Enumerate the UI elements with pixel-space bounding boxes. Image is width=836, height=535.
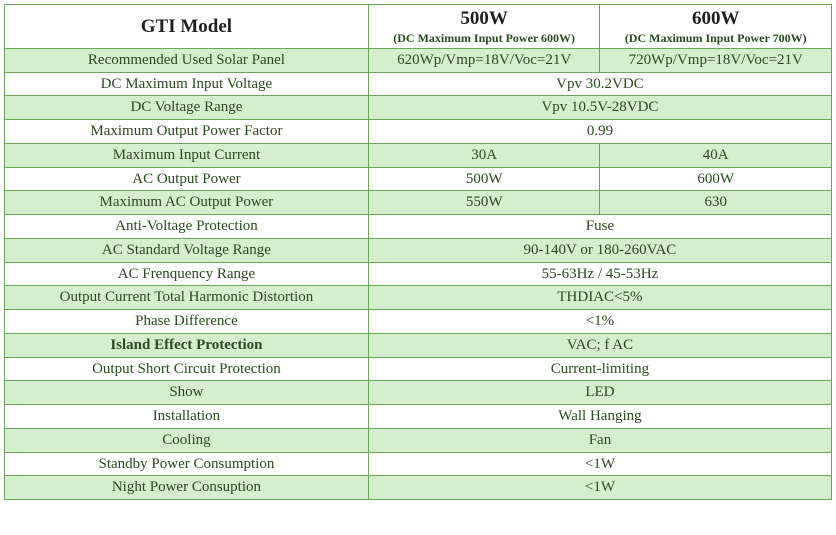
spec-table: GTI Model 500W (DC Maximum Input Power 6… [4, 4, 832, 500]
row-value-col2: 600W [600, 167, 832, 191]
header-row: GTI Model 500W (DC Maximum Input Power 6… [5, 5, 832, 49]
table-row: AC Frenquency Range55-63Hz / 45-53Hz [5, 262, 832, 286]
row-label: Show [5, 381, 369, 405]
table-row: Island Effect ProtectionVAC; f AC [5, 333, 832, 357]
table-row: Maximum AC Output Power550W630 [5, 191, 832, 215]
row-label: Island Effect Protection [5, 333, 369, 357]
table-row: AC Standard Voltage Range90-140V or 180-… [5, 238, 832, 262]
table-row: CoolingFan [5, 428, 832, 452]
table-row: Output Short Circuit ProtectionCurrent-l… [5, 357, 832, 381]
row-label: Phase Difference [5, 310, 369, 334]
table-row: DC Voltage RangeVpv 10.5V-28VDC [5, 96, 832, 120]
row-label: Installation [5, 405, 369, 429]
header-title: GTI Model [5, 5, 369, 49]
row-label: Cooling [5, 428, 369, 452]
row-value-merged: Wall Hanging [368, 405, 831, 429]
header-col-500w: 500W (DC Maximum Input Power 600W) [368, 5, 600, 49]
table-row: Maximum Output Power Factor0.99 [5, 120, 832, 144]
table-row: Night Power Consuption<1W [5, 476, 832, 500]
row-value-col1: 30A [368, 143, 600, 167]
row-label: Standby Power Consumption [5, 452, 369, 476]
table-row: InstallationWall Hanging [5, 405, 832, 429]
row-value-col1: 550W [368, 191, 600, 215]
table-row: AC Output Power500W600W [5, 167, 832, 191]
table-row: Maximum Input Current30A40A [5, 143, 832, 167]
row-value-merged: LED [368, 381, 831, 405]
row-value-col1: 620Wp/Vmp=18V/Voc=21V [368, 48, 600, 72]
header-power-0: 500W [375, 7, 594, 31]
table-row: Output Current Total Harmonic Distortion… [5, 286, 832, 310]
header-sub-1: (DC Maximum Input Power 700W) [606, 31, 825, 46]
row-value-merged: Vpv 30.2VDC [368, 72, 831, 96]
row-value-col2: 40A [600, 143, 832, 167]
table-row: Recommended Used Solar Panel620Wp/Vmp=18… [5, 48, 832, 72]
row-label: Recommended Used Solar Panel [5, 48, 369, 72]
row-value-col1: 500W [368, 167, 600, 191]
row-value-merged: <1% [368, 310, 831, 334]
row-value-merged: THDIAC<5% [368, 286, 831, 310]
row-label: Night Power Consuption [5, 476, 369, 500]
row-value-merged: 90-140V or 180-260VAC [368, 238, 831, 262]
spec-table-body: Recommended Used Solar Panel620Wp/Vmp=18… [5, 48, 832, 499]
header-col-600w: 600W (DC Maximum Input Power 700W) [600, 5, 832, 49]
table-row: Anti-Voltage ProtectionFuse [5, 215, 832, 239]
row-value-merged: Fan [368, 428, 831, 452]
row-value-merged: <1W [368, 452, 831, 476]
row-value-merged: 0.99 [368, 120, 831, 144]
row-label: Output Short Circuit Protection [5, 357, 369, 381]
row-label: AC Standard Voltage Range [5, 238, 369, 262]
row-label: DC Voltage Range [5, 96, 369, 120]
row-label: AC Frenquency Range [5, 262, 369, 286]
header-power-1: 600W [606, 7, 825, 31]
row-label: AC Output Power [5, 167, 369, 191]
row-value-col2: 720Wp/Vmp=18V/Voc=21V [600, 48, 832, 72]
table-row: ShowLED [5, 381, 832, 405]
row-value-merged: VAC; f AC [368, 333, 831, 357]
header-sub-0: (DC Maximum Input Power 600W) [375, 31, 594, 46]
table-row: Phase Difference<1% [5, 310, 832, 334]
row-label: Output Current Total Harmonic Distortion [5, 286, 369, 310]
row-label: Maximum AC Output Power [5, 191, 369, 215]
row-label: Maximum Output Power Factor [5, 120, 369, 144]
row-value-merged: Fuse [368, 215, 831, 239]
row-value-col2: 630 [600, 191, 832, 215]
table-row: Standby Power Consumption<1W [5, 452, 832, 476]
row-value-merged: Current-limiting [368, 357, 831, 381]
row-label: Anti-Voltage Protection [5, 215, 369, 239]
table-row: DC Maximum Input VoltageVpv 30.2VDC [5, 72, 832, 96]
row-value-merged: Vpv 10.5V-28VDC [368, 96, 831, 120]
row-value-merged: <1W [368, 476, 831, 500]
row-label: Maximum Input Current [5, 143, 369, 167]
row-value-merged: 55-63Hz / 45-53Hz [368, 262, 831, 286]
row-label: DC Maximum Input Voltage [5, 72, 369, 96]
